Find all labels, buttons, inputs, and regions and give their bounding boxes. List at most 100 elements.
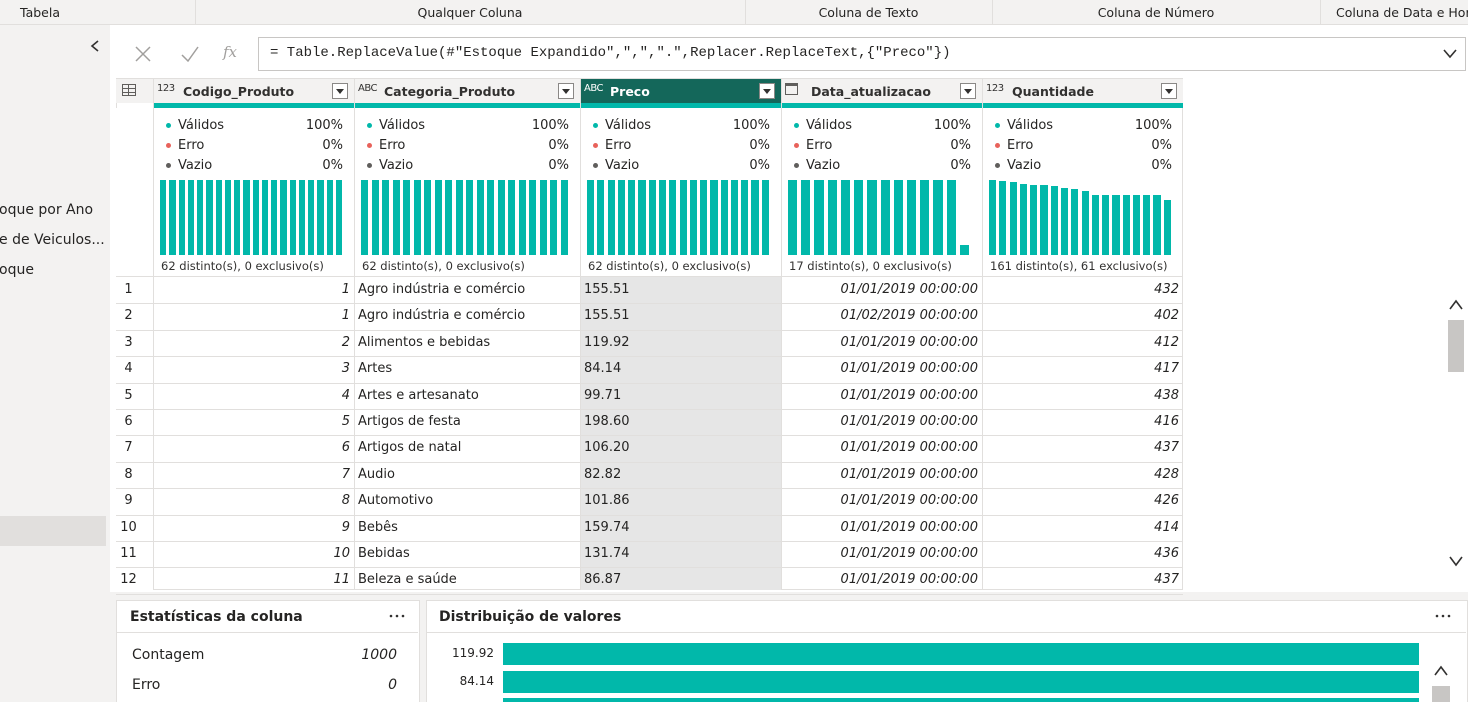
row-number: 8 — [124, 466, 133, 482]
value-label: 119.92 — [452, 646, 494, 660]
cell: 01/01/2019 00:00:00 — [840, 440, 978, 456]
cancel-button[interactable] — [133, 44, 153, 64]
row-line — [116, 461, 1183, 463]
ribbon-tab[interactable]: Tabela — [20, 5, 60, 20]
profile-bar — [720, 180, 728, 255]
profile-bar — [1081, 190, 1089, 255]
commit-button[interactable] — [180, 44, 200, 64]
quality-percent: 0% — [548, 158, 569, 173]
row-line — [116, 567, 1183, 569]
formula-box[interactable] — [258, 37, 1466, 71]
quality-label: Válidos — [1007, 118, 1054, 133]
ribbon-tab[interactable]: Coluna de Número — [1097, 5, 1215, 20]
cell: 01/01/2019 00:00:00 — [840, 414, 978, 429]
column-dropdown[interactable] — [558, 83, 574, 99]
grid-scrollbar[interactable] — [1448, 295, 1464, 575]
quality-bar — [354, 103, 580, 108]
column-divider — [580, 103, 581, 590]
profile-bar — [487, 180, 495, 255]
profile-bar — [197, 180, 204, 255]
column-header[interactable] — [982, 79, 1183, 103]
column-dropdown[interactable] — [960, 83, 976, 99]
cell: 159.74 — [584, 519, 630, 535]
type-icon: ABC — [584, 83, 604, 94]
cell: Áudio — [358, 466, 395, 482]
distribution-scrollbar[interactable] — [1432, 662, 1450, 702]
profile-bar — [597, 180, 605, 255]
profile-bar — [1060, 187, 1069, 255]
profile-bar — [1071, 189, 1079, 255]
query-item[interactable]: oque por Ano — [0, 202, 94, 218]
quality-label: Vazio — [178, 158, 213, 173]
cell: 119.92 — [584, 334, 630, 350]
ribbon-divider — [195, 0, 196, 24]
cell: 436 — [1154, 546, 1179, 561]
column-header[interactable] — [153, 79, 354, 103]
profile-bar — [628, 180, 636, 255]
cell: 3 — [341, 361, 350, 377]
quality-percent: 0% — [548, 138, 569, 153]
profile-bar — [361, 180, 369, 255]
ribbon-tab[interactable]: Coluna de Texto — [818, 5, 919, 20]
row-line — [116, 356, 1183, 358]
row-line — [116, 435, 1183, 437]
quality-bar — [781, 103, 982, 108]
expand-formula[interactable] — [1442, 47, 1458, 61]
separator — [117, 632, 418, 633]
profile-bar — [638, 180, 646, 255]
quality-dot — [593, 163, 598, 168]
profile-bar — [669, 180, 677, 255]
query-item[interactable]: oque — [0, 262, 34, 278]
cell: 426 — [1154, 493, 1179, 509]
more-button[interactable] — [388, 612, 408, 620]
quality-percent: 0% — [950, 158, 971, 173]
profile-bar — [854, 180, 864, 255]
column-divider — [781, 103, 782, 590]
profile-bar — [413, 180, 421, 255]
profile-bar — [607, 180, 615, 255]
profile-bar — [476, 180, 484, 255]
column-header[interactable] — [580, 79, 781, 103]
row-number: 10 — [120, 519, 137, 535]
profile-bar — [933, 180, 943, 255]
more-button[interactable] — [1434, 612, 1454, 620]
queries-pane — [0, 25, 110, 702]
ribbon-tab[interactable]: Coluna de Data e Hora — [1336, 5, 1468, 20]
profile-bar — [710, 180, 718, 255]
profile-bar — [289, 180, 296, 255]
column-dropdown[interactable] — [332, 83, 348, 99]
date-type-icon — [785, 83, 798, 95]
cell: 01/01/2019 00:00:00 — [840, 519, 978, 535]
row-line — [116, 329, 1183, 331]
cell: 428 — [1154, 466, 1179, 482]
row-number: 3 — [124, 334, 133, 350]
profile-bar — [1040, 185, 1048, 255]
profile-bar — [169, 180, 176, 255]
cell: 9 — [341, 519, 350, 535]
column-dropdown[interactable] — [759, 83, 775, 99]
column-header[interactable] — [781, 79, 982, 103]
profile-bar — [206, 180, 213, 255]
ribbon-tab[interactable]: Qualquer Coluna — [417, 5, 523, 20]
column-dropdown[interactable] — [1161, 83, 1177, 99]
quality-percent: 100% — [1134, 118, 1172, 133]
quality-dot — [995, 123, 1000, 128]
profile-bar — [466, 180, 474, 255]
collapse-button[interactable] — [88, 39, 102, 53]
profile-bar — [700, 180, 708, 255]
profile-bar — [371, 180, 379, 255]
column-header[interactable] — [354, 79, 580, 103]
cell: 2 — [341, 334, 350, 350]
cell: 01/01/2019 00:00:00 — [840, 361, 978, 377]
row-number: 1 — [124, 282, 133, 297]
profile-bar — [814, 180, 824, 255]
value-label: 84.14 — [459, 674, 494, 688]
profile-bar — [741, 180, 749, 255]
row-line — [116, 593, 1183, 595]
quality-dot — [166, 163, 171, 168]
query-item[interactable]: e de Veiculos... — [0, 232, 105, 248]
cell: 01/01/2019 00:00:00 — [840, 546, 978, 561]
profile-bar — [317, 180, 324, 255]
type-icon: 123 — [157, 83, 175, 94]
cell: 101.86 — [584, 493, 630, 509]
